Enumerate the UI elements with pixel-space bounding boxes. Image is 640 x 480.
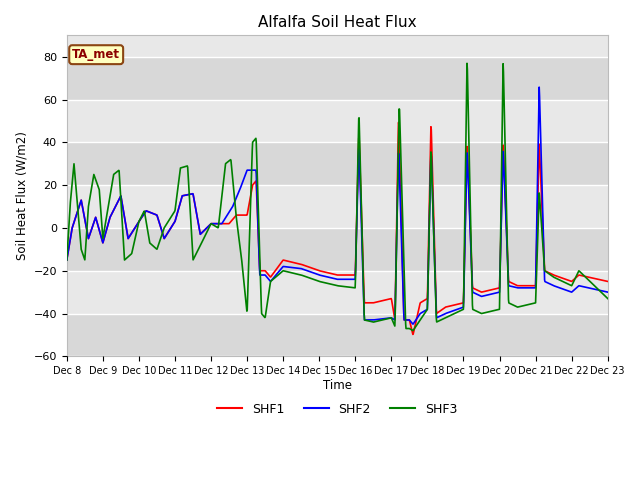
SHF2	[535, 84, 543, 90]
SHF2	[303, 268, 311, 274]
SHF1	[292, 260, 300, 266]
SHF2	[604, 289, 612, 295]
Bar	[67, 57, 608, 99]
Bar	[67, 271, 608, 313]
SHF3	[604, 296, 612, 301]
SHF3	[463, 60, 471, 66]
SHF1	[409, 332, 417, 337]
SHF2	[292, 265, 300, 271]
SHF1	[604, 278, 612, 284]
SHF3	[371, 319, 378, 324]
Text: TA_met: TA_met	[72, 48, 120, 61]
SHF1	[303, 264, 311, 269]
Legend: SHF1, SHF2, SHF3: SHF1, SHF2, SHF3	[212, 398, 462, 420]
SHF3	[303, 275, 311, 280]
SHF1	[127, 232, 134, 238]
X-axis label: Time: Time	[323, 379, 352, 392]
SHF1	[63, 257, 70, 263]
Bar	[67, 228, 608, 271]
Line: SHF1: SHF1	[67, 122, 608, 335]
SHF2	[409, 321, 417, 327]
SHF2	[127, 232, 134, 238]
SHF2	[105, 219, 113, 225]
Line: SHF3: SHF3	[67, 63, 608, 331]
SHF3	[63, 257, 70, 263]
Title: Alfalfa Soil Heat Flux: Alfalfa Soil Heat Flux	[258, 15, 417, 30]
SHF3	[127, 252, 134, 257]
SHF3	[409, 328, 417, 334]
Bar	[67, 36, 608, 57]
SHF2	[314, 271, 321, 277]
SHF1	[314, 267, 321, 273]
Bar	[67, 99, 608, 143]
SHF3	[292, 271, 300, 277]
SHF3	[314, 278, 321, 284]
SHF1	[371, 300, 378, 305]
Bar	[67, 185, 608, 228]
SHF3	[105, 201, 113, 207]
SHF1	[105, 219, 113, 225]
Line: SHF2: SHF2	[67, 87, 608, 324]
Bar	[67, 143, 608, 185]
Y-axis label: Soil Heat Flux (W/m2): Soil Heat Flux (W/m2)	[15, 132, 28, 260]
SHF2	[371, 317, 378, 323]
SHF2	[63, 257, 70, 263]
SHF1	[395, 120, 403, 125]
Bar	[67, 313, 608, 356]
